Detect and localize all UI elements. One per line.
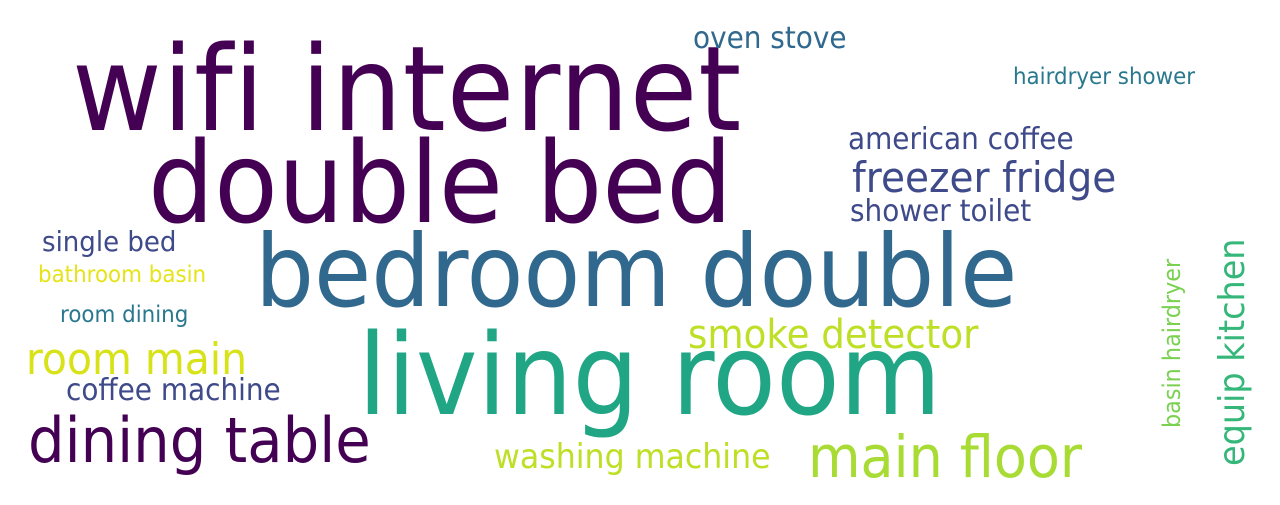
word-washing-machine: washing machine — [494, 437, 771, 477]
word-basin-hairdryer: basin hairdryer — [1158, 258, 1186, 428]
word-living-room: living room — [358, 311, 942, 441]
word-room-main: room main — [26, 334, 248, 385]
word-single-bed: single bed — [42, 225, 177, 258]
word-american-coffee: american coffee — [848, 122, 1074, 157]
word-room-dining: room dining — [60, 302, 189, 328]
word-coffee-machine: coffee machine — [66, 373, 281, 408]
word-dining-table: dining table — [28, 404, 371, 477]
word-equip-kitchen: equip kitchen — [1212, 238, 1253, 466]
word-smoke-detector: smoke detector — [688, 312, 979, 358]
word-bathroom-basin: bathroom basin — [38, 262, 207, 288]
word-main-floor: main floor — [808, 423, 1083, 491]
word-oven-stove: oven stove — [693, 21, 847, 56]
word-wifi-internet: wifi internet — [72, 20, 743, 158]
word-shower-toilet: shower toilet — [850, 194, 1032, 229]
word-bedroom-double: bedroom double — [255, 213, 1018, 330]
word-double-bed: double bed — [148, 119, 733, 249]
word-hairdryer-shower: hairdryer shower — [1013, 64, 1196, 90]
word-freezer-fridge: freezer fridge — [852, 153, 1117, 202]
